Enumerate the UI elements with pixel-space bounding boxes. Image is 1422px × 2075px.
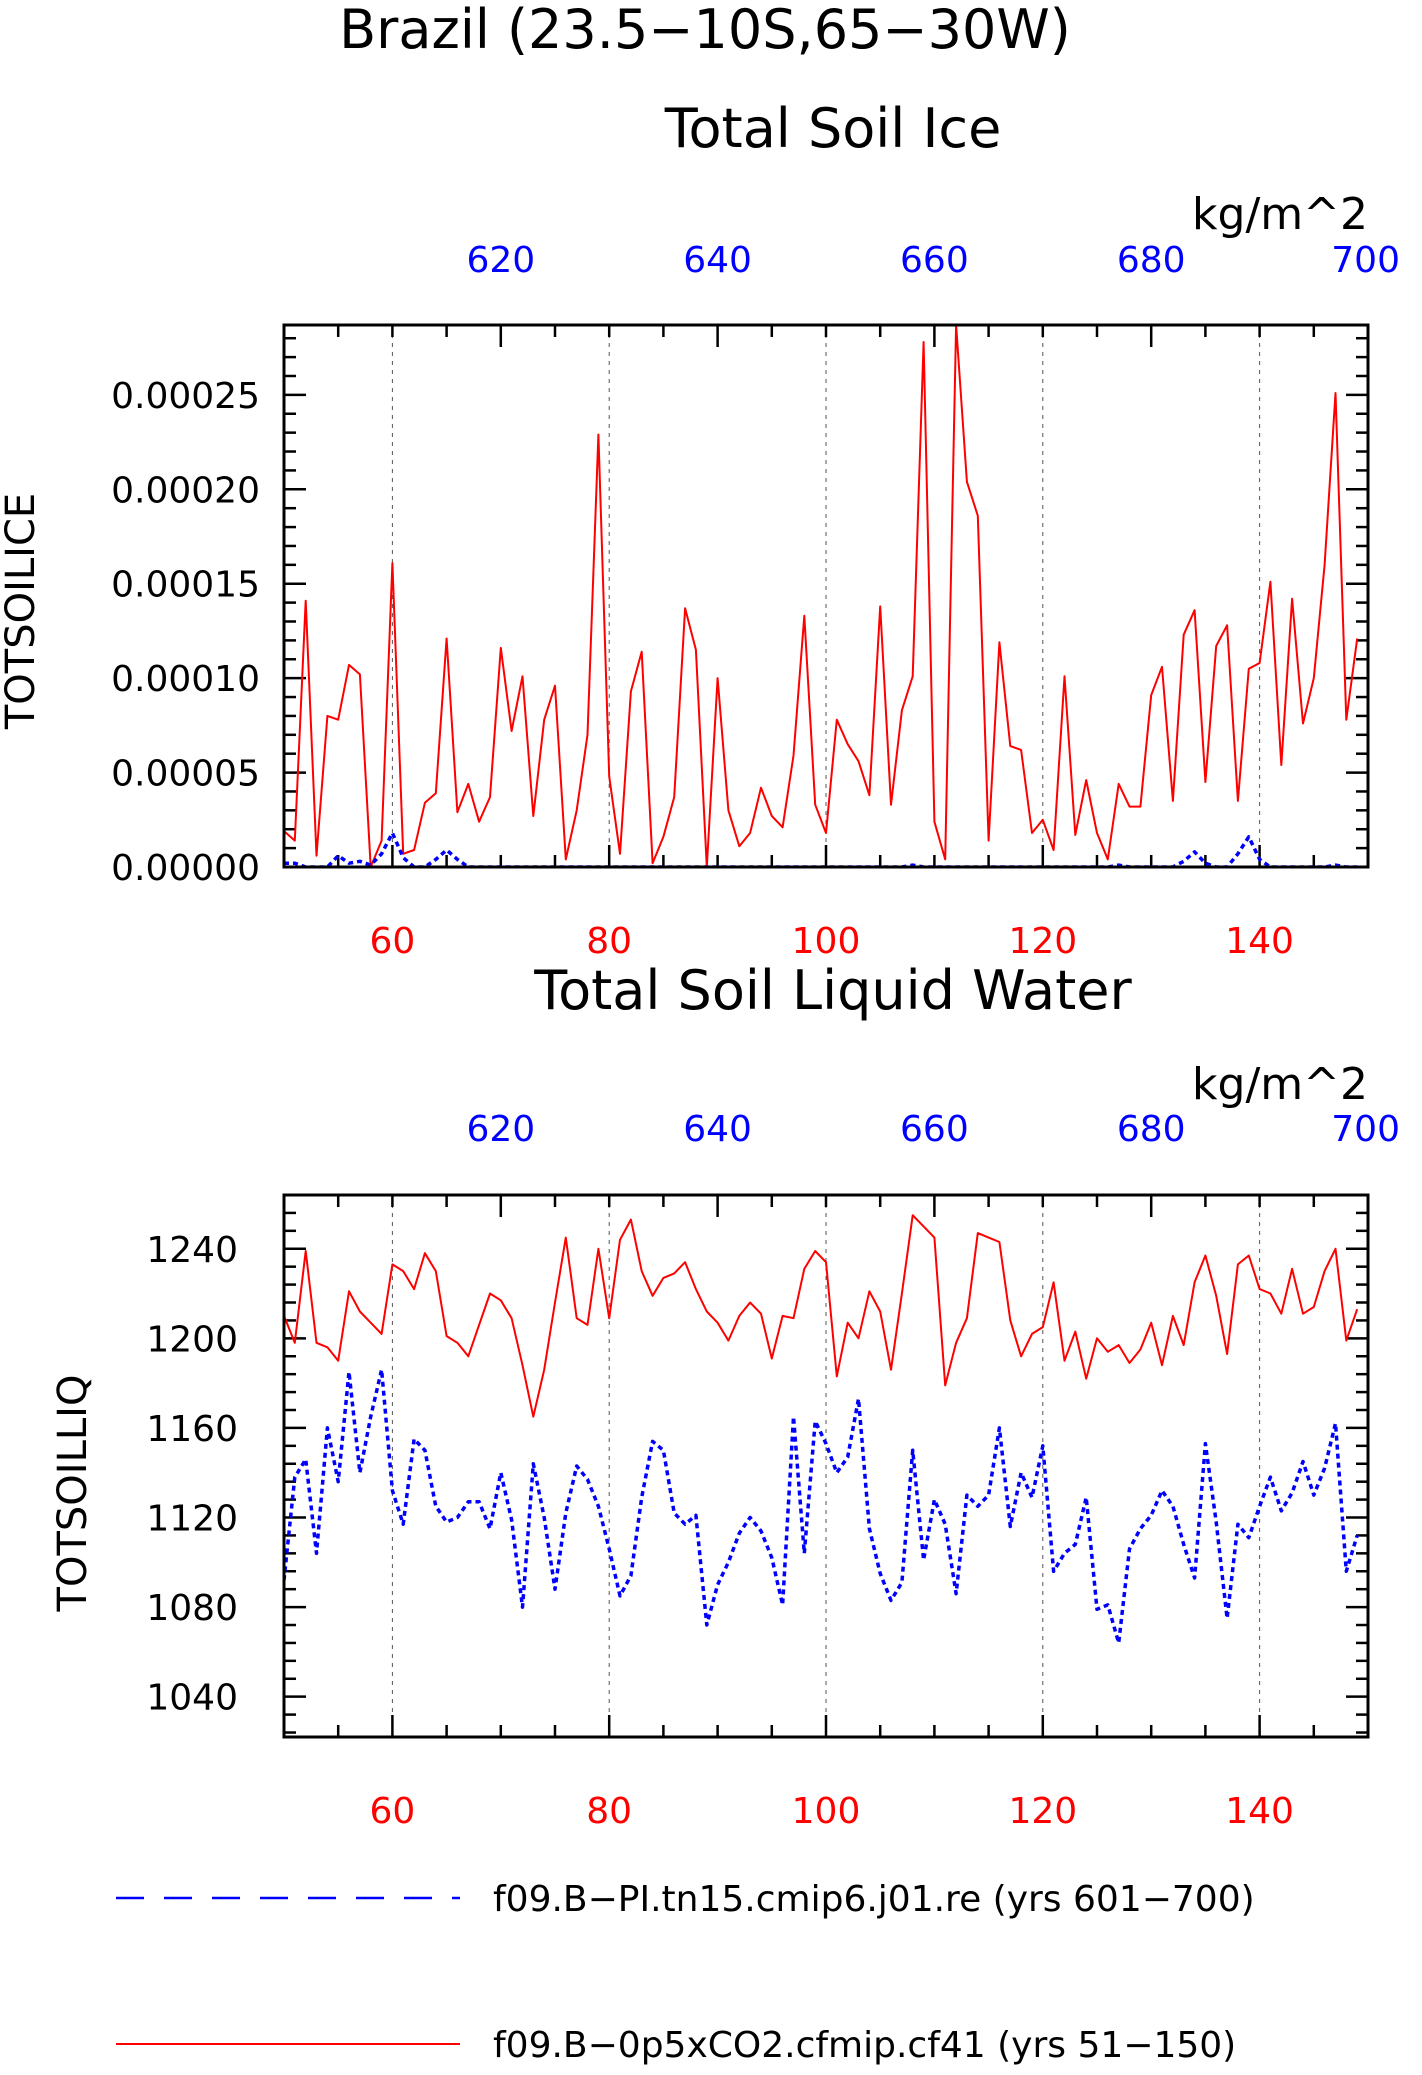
x-tick-label-bottom: 120 [1008,921,1077,962]
chart-panel-soil-ice: Total Soil Ice kg/m^2 TOTSOILICE 60 80 100… [0,97,1400,962]
x-tick-label-top: 700 [1331,1109,1400,1150]
x-tick-label-top: 660 [900,1109,969,1150]
x-tick-label-top: 680 [1117,1109,1186,1150]
chart-panel-soil-liquid-water: Total Soil Liquid Water kg/m^2 TOTSOILLI… [50,959,1400,1832]
series-line-red [284,325,1359,867]
x-tick-label-bottom: 100 [792,1791,861,1832]
y-axis-label: TOTSOILLIQ [50,1375,96,1613]
x-tick-label-top: 640 [683,1109,752,1150]
y-tick-label: 0.00020 [111,470,260,511]
y-tick-label: 0.00005 [111,754,260,795]
y-tick-label: 1200 [146,1319,238,1360]
x-tick-label-top: 660 [900,240,969,281]
chart-title: Total Soil Liquid Water [533,959,1132,1022]
y-tick-label: 1120 [146,1499,238,1540]
y-tick-label: 1160 [146,1409,238,1450]
chart-title: Total Soil Ice [664,97,1002,160]
x-tick-label-top: 640 [683,240,752,281]
y-tick-label: 1040 [146,1678,238,1719]
x-tick-label-top: 700 [1331,240,1400,281]
x-tick-label-bottom: 60 [369,1791,415,1832]
units-label: kg/m^2 [1192,189,1368,240]
y-tick-label: 0.00010 [111,659,260,700]
series-line-blue [284,1367,1359,1645]
figure-title: Brazil (23.5−10S,65−30W) [339,0,1071,61]
y-tick-label: 1080 [146,1588,238,1629]
legend: f09.B−PI.tn15.cmip6.j01.re (yrs 601−700)… [116,1879,1255,2066]
y-tick-label: 0.00015 [111,565,260,606]
y-axis-label: TOTSOILICE [0,493,44,730]
y-tick-label: 0.00000 [111,848,260,889]
x-tick-label-top: 680 [1117,240,1186,281]
plot-frame [282,323,1370,869]
y-tick-label: 1240 [146,1230,238,1271]
x-tick-label-bottom: 140 [1225,1791,1294,1832]
x-tick-label-top: 620 [466,1109,535,1150]
x-tick-label-bottom: 140 [1225,921,1294,962]
legend-label: f09.B−0p5xCO2.cfmip.cf41 (yrs 51−150) [493,2025,1236,2066]
series-line-red [284,1214,1359,1418]
x-tick-label-bottom: 100 [792,921,861,962]
x-tick-label-bottom: 60 [369,921,415,962]
units-label: kg/m^2 [1192,1059,1368,1110]
x-tick-label-top: 620 [466,240,535,281]
x-tick-label-bottom: 120 [1008,1791,1077,1832]
series-line-blue [284,831,1358,867]
legend-label: f09.B−PI.tn15.cmip6.j01.re (yrs 601−700) [493,1879,1255,1920]
y-tick-label: 0.00025 [111,376,260,417]
x-tick-label-bottom: 80 [586,921,632,962]
plot-frame [282,1193,1370,1739]
x-tick-label-bottom: 80 [586,1791,632,1832]
